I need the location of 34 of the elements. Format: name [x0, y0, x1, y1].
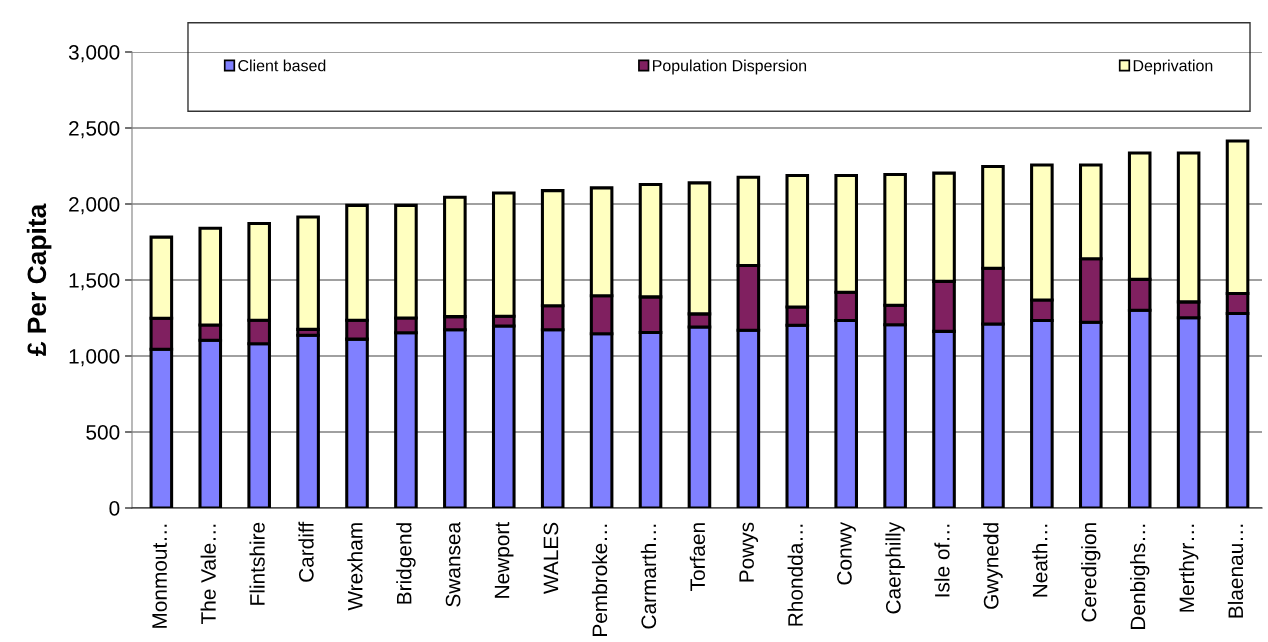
x-tick-label: Swansea	[445, 521, 461, 607]
x-tick-label: Carmarth…	[640, 524, 657, 629]
y-tick-label: 3,000	[68, 45, 120, 63]
legend-label: Deprivation	[1133, 59, 1213, 75]
x-tick-label: Monmout…	[152, 524, 167, 628]
x-tick-label: Conwy	[837, 521, 856, 585]
y-tick-label: 2,000	[69, 197, 120, 215]
legend-label: Client based	[238, 59, 326, 72]
x-tick-label: Merthyr…	[1178, 524, 1199, 612]
x-tick-label: Powys	[739, 522, 759, 582]
x-tick-label: Torfaen	[689, 523, 706, 591]
y-tick-label: 1,000	[69, 349, 120, 367]
x-tick-label: Neath…	[1032, 524, 1048, 597]
x-tick-label: WALES	[543, 522, 559, 594]
x-tick-label: Denbighs…	[1130, 524, 1150, 630]
y-tick-label: 0	[109, 501, 120, 516]
x-tick-label: Cardiff	[298, 521, 314, 582]
x-tick-label: Bridgend	[396, 523, 416, 604]
x-tick-label: Gwynedd	[983, 523, 1003, 609]
x-tick-label: Pembroke…	[591, 524, 608, 636]
y-axis-title: £ Per Capita	[26, 203, 52, 356]
x-tick-label: The Vale…	[200, 524, 216, 625]
y-tick-label: 500	[86, 425, 120, 440]
x-tick-label: Wrexham	[347, 523, 363, 611]
y-tick-label: 2,500	[69, 121, 120, 139]
x-tick-label: Ceredigion	[1081, 523, 1101, 622]
x-tick-label: Caerphilly	[885, 521, 905, 614]
x-tick-label: Flintshire	[249, 522, 265, 605]
x-tick-label: Rhondda…	[787, 524, 803, 626]
x-tick-label: Isle of…	[934, 524, 950, 597]
legend-label: Population Dispersion	[653, 59, 807, 75]
x-tick-label: Blaenau…	[1227, 524, 1244, 618]
x-tick-label: Newport	[494, 522, 514, 598]
y-tick-label: 1,500	[69, 273, 120, 291]
